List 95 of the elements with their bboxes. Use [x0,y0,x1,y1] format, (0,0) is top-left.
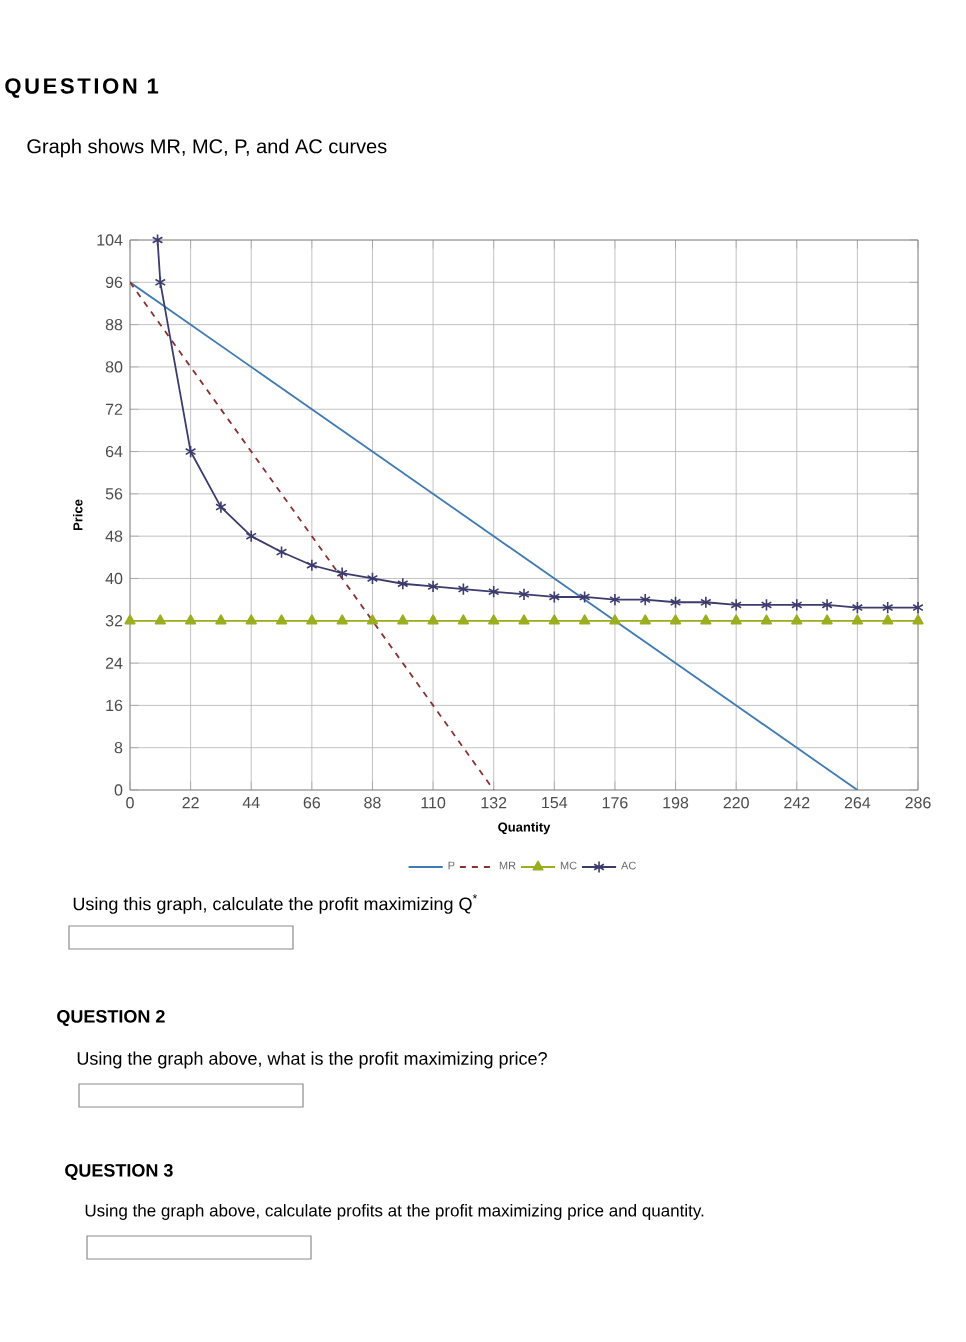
text: Using the graph above, calculate profits at the profit maximizing price and quantity. [85,1204,704,1220]
text: Using the graph above, what is the profit maximizing price? [77,1051,547,1069]
y-tick-label: 0 [114,784,123,796]
point [457,614,470,625]
point [154,275,166,289]
point [245,529,257,543]
point [700,595,712,609]
y-tick-label: 16 [106,699,123,712]
point [215,500,227,514]
chart-title: QUESTION 1 [5,78,159,98]
x-axis-title: Quantity [498,822,551,835]
point [730,614,742,625]
point [366,572,379,585]
point [518,587,530,601]
y-tick-label: 8 [114,742,123,754]
point [397,614,409,625]
point [609,614,621,625]
x-tick-label: 110 [421,797,446,809]
point [882,614,894,625]
point [245,614,257,625]
legend-label: MR [499,861,516,870]
point [639,614,651,625]
text: Using this graph, calculate the profit maximizing Q$^{*}$ [73,894,478,914]
legend-label: MC [560,861,577,870]
y-tick-label: 96 [105,276,123,288]
text: QUESTION 3 [65,1163,173,1181]
point [730,598,742,612]
point [457,582,470,596]
point [912,601,924,614]
x-tick-label: 44 [242,797,260,809]
chart-subtitle: Graph shows MR, MC, P, and AC curves [27,138,387,158]
point [518,614,530,625]
point [669,614,682,625]
point [151,233,164,247]
y-tick-label: 32 [105,615,123,627]
point [760,614,773,625]
point [336,566,348,580]
point [821,598,833,612]
point [851,601,864,614]
point [427,580,439,593]
y-tick-label: 40 [105,572,123,585]
point [578,590,591,604]
y-tick-label: 104 [97,234,123,246]
y-tick-label: 64 [105,445,123,458]
point [609,593,621,607]
x-tick-label: 286 [905,797,931,809]
point [184,614,197,625]
x-tick-label: 220 [723,797,749,809]
point [275,614,288,625]
point [275,545,288,559]
point [306,558,318,572]
point [548,614,560,625]
point [669,595,682,609]
y-tick-label: 88 [105,318,123,331]
y-tick-label: 72 [105,403,123,415]
point [548,590,560,604]
x-tick-label: 66 [303,797,321,809]
point [184,445,197,458]
point [124,614,136,625]
text: QUESTION 2 [57,1009,165,1027]
point [791,614,803,625]
x-tick-label: 132 [481,797,507,809]
point [821,614,833,625]
point [760,598,773,612]
y-tick-label: 80 [105,361,123,373]
x-tick-label: 0 [126,797,134,809]
point [488,585,500,599]
point [427,614,439,625]
point [700,614,712,625]
point [639,593,651,607]
y-axis-title: Price [72,499,83,531]
point [366,614,379,625]
point [336,614,348,625]
point [397,577,409,591]
y-tick-label: 56 [105,488,123,500]
point [154,614,166,625]
x-tick-label: 22 [182,797,199,809]
point [306,614,318,625]
legend-label: P [448,861,455,870]
y-tick-label: 48 [105,530,123,542]
x-tick-label: 264 [844,797,871,809]
point [851,614,864,625]
point [215,614,227,625]
legend-label: AC [621,861,636,870]
point [488,614,500,625]
point [578,614,591,625]
x-tick-label: 242 [784,797,810,809]
x-tick-label: 176 [602,797,628,809]
x-tick-label: 154 [542,797,568,809]
point [912,614,924,625]
point [882,601,894,614]
point [791,598,803,612]
x-tick-label: 88 [364,797,381,809]
y-tick-label: 24 [105,657,123,669]
x-tick-label: 198 [663,797,689,809]
